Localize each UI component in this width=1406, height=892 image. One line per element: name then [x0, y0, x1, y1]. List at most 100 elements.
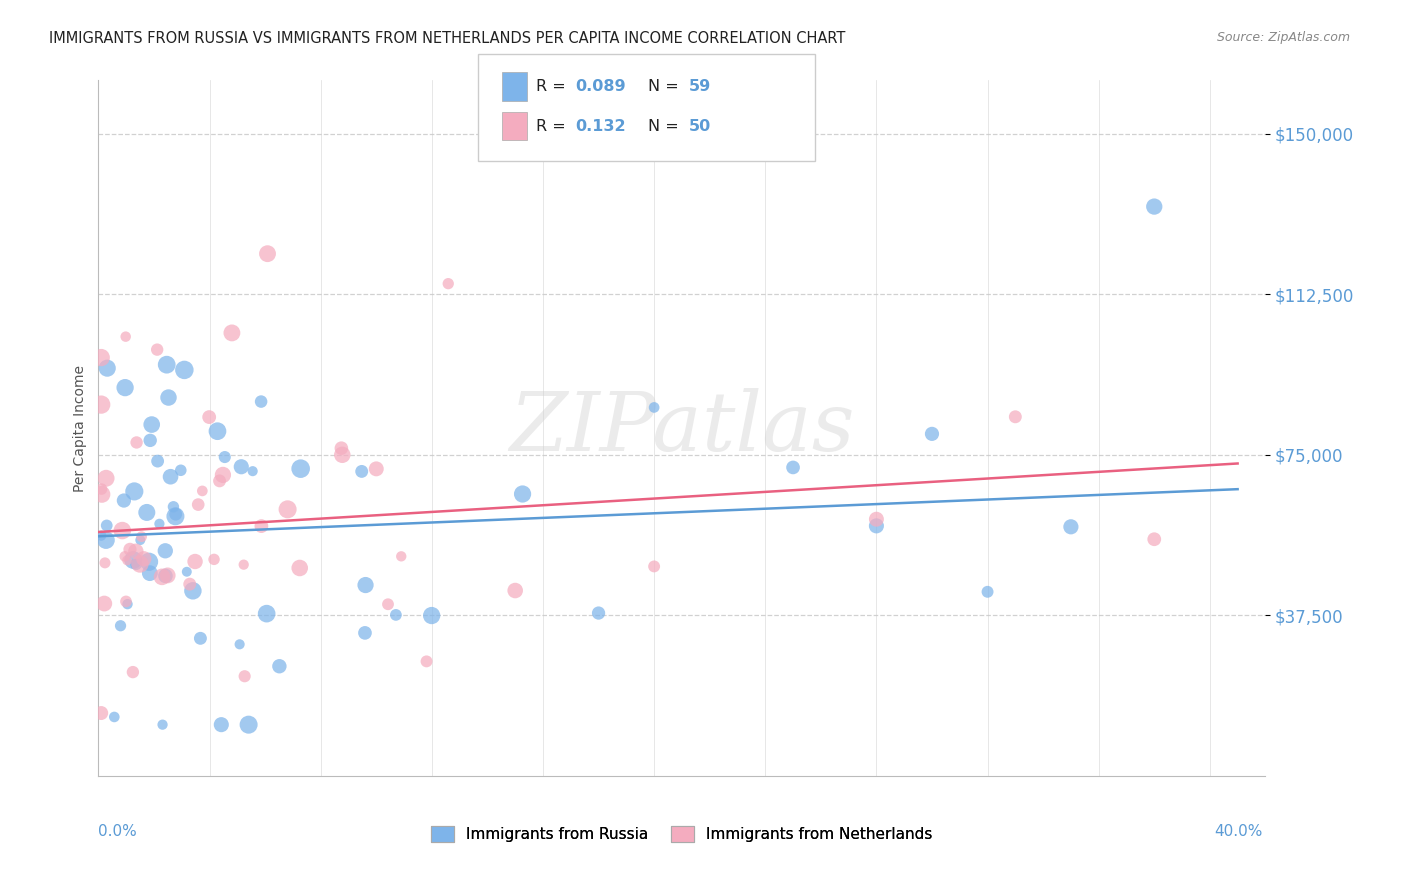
Point [256, 607, 278, 621]
Point [111, 524, 134, 538]
Point [138, 555, 160, 569]
Point [420, 608, 443, 623]
Point [231, 459, 253, 474]
Point [150, 570, 173, 584]
Point [173, 363, 195, 377]
Text: 0.0%: 0.0% [98, 824, 138, 838]
Point [643, 559, 665, 574]
Point [159, 469, 181, 483]
Point [122, 665, 145, 679]
Point [238, 717, 260, 731]
Point [503, 583, 526, 598]
Point [90, 528, 112, 542]
Point [198, 410, 221, 425]
Text: R =: R = [536, 120, 575, 134]
Point [202, 552, 225, 566]
Text: IMMIGRANTS FROM RUSSIA VS IMMIGRANTS FROM NETHERLANDS PER CAPITA INCOME CORRELAT: IMMIGRANTS FROM RUSSIA VS IMMIGRANTS FRO… [49, 31, 845, 46]
Point [176, 565, 198, 579]
Point [94, 471, 117, 485]
Point [90, 351, 112, 365]
Point [187, 498, 209, 512]
Point [184, 554, 207, 568]
Point [103, 710, 125, 724]
Point [114, 549, 136, 564]
Point [139, 566, 162, 581]
Point [221, 326, 243, 340]
Point [191, 483, 214, 498]
Point [90, 482, 112, 496]
Point [114, 329, 136, 343]
Text: 40.0%: 40.0% [1215, 824, 1263, 838]
Point [125, 544, 148, 558]
Point [209, 717, 232, 731]
Point [330, 448, 353, 462]
Point [162, 500, 184, 514]
Point [90, 487, 112, 501]
Point [865, 512, 887, 526]
Point [157, 391, 180, 405]
Point [385, 607, 408, 622]
Text: 0.089: 0.089 [575, 79, 626, 94]
Point [354, 578, 377, 592]
Point [165, 507, 187, 521]
Point [288, 561, 311, 575]
Point [233, 669, 256, 683]
Text: ZIPatlas: ZIPatlas [509, 388, 855, 468]
Point [865, 519, 887, 533]
Point [207, 424, 229, 438]
Point [1143, 200, 1166, 214]
Point [135, 505, 157, 519]
Point [156, 568, 179, 582]
Point [131, 530, 153, 544]
Point [208, 474, 231, 488]
Point [93, 597, 115, 611]
Point [125, 435, 148, 450]
Point [976, 584, 998, 599]
Point [90, 398, 112, 412]
Point [588, 606, 610, 620]
Y-axis label: Per Capita Income: Per Capita Income [73, 365, 87, 491]
Point [212, 467, 235, 482]
Point [124, 484, 146, 499]
Point [115, 553, 138, 567]
Point [112, 493, 135, 508]
Point [170, 463, 193, 477]
Point [179, 577, 201, 591]
Text: N =: N = [648, 120, 685, 134]
Text: Source: ZipAtlas.com: Source: ZipAtlas.com [1216, 31, 1350, 45]
Point [512, 487, 534, 501]
Point [125, 557, 148, 571]
Point [437, 277, 460, 291]
Text: N =: N = [648, 79, 685, 94]
Point [118, 542, 141, 557]
Point [269, 659, 291, 673]
Point [148, 516, 170, 531]
Point [242, 464, 264, 478]
Point [115, 594, 138, 608]
Point [165, 509, 187, 524]
Point [330, 441, 353, 455]
Point [415, 654, 437, 668]
Point [117, 597, 139, 611]
Point [250, 519, 273, 533]
Point [277, 502, 299, 516]
Point [354, 626, 377, 640]
Point [132, 551, 155, 566]
Point [90, 706, 112, 720]
Point [94, 533, 117, 548]
Point [1060, 520, 1083, 534]
Point [228, 637, 250, 651]
Point [181, 583, 204, 598]
Point [96, 518, 118, 533]
Point [129, 557, 152, 571]
Point [214, 450, 236, 464]
Point [232, 558, 254, 572]
Point [156, 358, 179, 372]
Point [114, 381, 136, 395]
Point [190, 632, 212, 646]
Point [350, 464, 373, 478]
Point [129, 533, 152, 547]
Point [155, 543, 177, 558]
Point [146, 343, 169, 357]
Point [256, 246, 278, 260]
